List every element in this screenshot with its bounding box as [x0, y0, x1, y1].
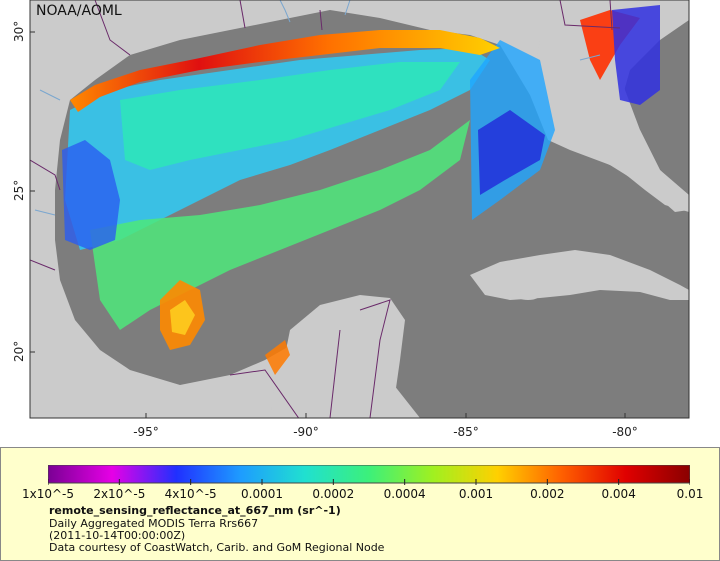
- map-frame: [29, 0, 690, 419]
- map-plot: [29, 0, 690, 419]
- data-courtesy: Data courtesy of CoastWatch, Carib. and …: [49, 541, 385, 554]
- lat-tick-label-20: 20°: [12, 340, 26, 362]
- colorbar-label: 0.001: [458, 487, 494, 501]
- colorbar-label: 1x10^-5: [21, 487, 75, 501]
- colorbar-label: 4x10^-5: [164, 487, 217, 501]
- legend-panel: 1x10^-5 2x10^-5 4x10^-5 0.0001 0.0002 0.0004 0…: [0, 447, 720, 561]
- colorbar-label: 2x10^-5: [93, 487, 146, 501]
- cuba-land: [470, 250, 689, 300]
- colorbar-label: 0.004: [601, 487, 636, 501]
- lon-tick-label-90: -90°: [293, 425, 319, 439]
- colorbar-label: 0.0001: [241, 487, 283, 501]
- colorbar-label: 0.0004: [383, 487, 426, 501]
- political-borders: [30, 0, 621, 418]
- colorbar-label: 0.0002: [312, 487, 355, 501]
- lon-tick-marks: [145, 413, 626, 418]
- lat-tick-label-30: 30°: [12, 20, 26, 42]
- colorbar-label: 0.01: [676, 487, 704, 501]
- colorbar: [48, 465, 690, 485]
- lon-tick-label-80: -80°: [612, 425, 638, 439]
- dataset-time: (2011-10-14T00:00:00Z): [49, 529, 186, 542]
- lon-tick-label-95: -95°: [133, 425, 159, 439]
- rivers: [34, 0, 601, 216]
- lat-tick-marks: [30, 31, 35, 353]
- isla-de-la-juventud: [516, 290, 540, 300]
- dataset-name: Daily Aggregated MODIS Terra Rrs667: [49, 517, 259, 530]
- yucatan-land: [270, 295, 420, 418]
- rrs667-data-field: [62, 5, 660, 375]
- colorbar-label: 0.002: [530, 487, 565, 501]
- lat-tick-label-25: 25°: [12, 179, 26, 201]
- florida-land: [535, 0, 689, 212]
- lon-tick-label-85: -85°: [453, 425, 479, 439]
- colorbar-gradient: [48, 465, 690, 484]
- map-credit: NOAA/AOML: [36, 3, 122, 19]
- variable-title: remote_sensing_reflectance_at_667_nm (sr…: [49, 504, 341, 517]
